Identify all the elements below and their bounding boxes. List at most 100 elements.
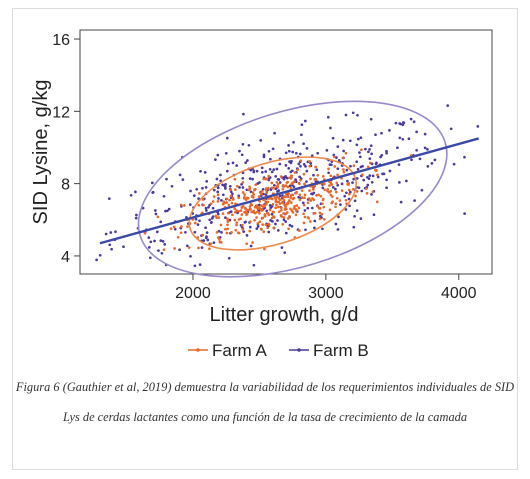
data-point-farm-a xyxy=(314,178,318,181)
data-point-farm-b xyxy=(162,194,166,198)
data-point-farm-b xyxy=(192,194,196,197)
data-point-farm-a xyxy=(209,242,213,246)
data-point-farm-a xyxy=(277,205,280,209)
data-point-farm-b xyxy=(426,148,429,151)
data-point-farm-b xyxy=(216,212,220,216)
data-point-farm-b xyxy=(153,209,157,212)
data-point-farm-a xyxy=(270,186,274,190)
data-point-farm-b xyxy=(301,201,305,205)
data-point-farm-a xyxy=(311,187,315,190)
data-point-farm-b xyxy=(228,184,232,188)
data-point-farm-a xyxy=(322,217,326,221)
data-point-farm-a xyxy=(233,188,237,191)
data-point-farm-a xyxy=(284,192,288,196)
data-point-farm-b xyxy=(205,180,209,183)
data-point-farm-b xyxy=(163,243,167,246)
data-point-farm-a xyxy=(208,247,211,251)
data-point-farm-b xyxy=(369,144,373,148)
data-point-farm-b xyxy=(369,117,373,121)
data-point-farm-b xyxy=(204,186,208,189)
data-point-farm-b xyxy=(370,180,374,184)
data-point-farm-a xyxy=(298,193,302,197)
data-point-farm-b xyxy=(316,151,320,155)
data-point-farm-b xyxy=(426,165,430,168)
data-point-farm-a xyxy=(245,242,249,246)
data-point-farm-a xyxy=(334,190,338,194)
data-point-farm-b xyxy=(269,157,272,161)
data-point-farm-b xyxy=(299,164,302,168)
data-point-farm-b xyxy=(398,181,401,184)
data-point-farm-b xyxy=(134,216,138,220)
data-point-farm-b xyxy=(356,137,360,141)
data-point-farm-a xyxy=(267,222,270,226)
data-point-farm-b xyxy=(345,191,348,195)
data-point-farm-b xyxy=(242,112,245,116)
data-point-farm-b xyxy=(107,197,111,200)
data-point-farm-b xyxy=(331,136,335,140)
data-point-farm-b xyxy=(272,183,276,187)
data-point-farm-a xyxy=(267,186,270,190)
data-point-farm-a xyxy=(274,200,278,203)
data-point-farm-a xyxy=(265,191,269,194)
data-point-farm-b xyxy=(433,158,437,162)
data-point-farm-b xyxy=(284,231,288,235)
x-tick-label: 3000 xyxy=(308,285,344,302)
data-point-farm-b xyxy=(311,192,314,196)
data-point-farm-b xyxy=(221,183,224,187)
data-point-farm-b xyxy=(405,179,408,183)
data-point-farm-a xyxy=(266,226,270,230)
ellipse-farm-a xyxy=(188,156,357,251)
data-point-farm-a xyxy=(233,177,237,181)
data-point-farm-a xyxy=(292,207,296,210)
data-point-farm-a xyxy=(241,191,245,194)
data-point-farm-a xyxy=(279,175,283,178)
data-point-farm-b xyxy=(372,213,376,217)
data-point-farm-a xyxy=(234,228,238,232)
data-point-farm-a xyxy=(302,221,306,225)
data-point-farm-b xyxy=(240,183,243,186)
data-point-farm-b xyxy=(189,189,192,193)
data-point-farm-b xyxy=(154,212,158,216)
legend-marker xyxy=(297,348,301,352)
data-point-farm-b xyxy=(282,218,286,222)
data-point-farm-a xyxy=(364,187,368,191)
data-point-farm-b xyxy=(374,162,378,166)
data-point-farm-b xyxy=(194,217,198,221)
data-point-farm-b xyxy=(380,153,384,157)
data-point-farm-b xyxy=(268,167,272,171)
data-point-farm-b xyxy=(212,188,216,192)
data-point-farm-a xyxy=(334,202,338,206)
data-point-farm-a xyxy=(276,182,280,186)
data-point-farm-a xyxy=(197,246,200,250)
data-point-farm-b xyxy=(347,197,351,201)
data-point-farm-a xyxy=(317,193,320,197)
data-point-farm-a xyxy=(264,187,268,190)
data-point-farm-a xyxy=(327,167,330,171)
data-point-farm-a xyxy=(347,183,350,186)
data-point-farm-b xyxy=(267,230,271,234)
data-point-farm-b xyxy=(98,253,102,257)
data-point-farm-b xyxy=(374,133,377,137)
data-point-farm-a xyxy=(280,201,284,204)
data-point-farm-b xyxy=(368,174,372,177)
data-point-farm-a xyxy=(287,200,290,204)
data-point-farm-a xyxy=(264,202,268,206)
data-point-farm-a xyxy=(293,171,297,174)
data-point-farm-b xyxy=(278,181,282,184)
data-point-farm-a xyxy=(229,194,233,198)
data-point-farm-b xyxy=(394,121,398,125)
data-point-farm-a xyxy=(294,213,298,217)
data-point-farm-b xyxy=(278,162,282,166)
data-point-farm-a xyxy=(270,181,274,185)
data-point-farm-b xyxy=(351,111,355,115)
data-point-farm-b xyxy=(195,187,199,191)
y-axis-label: SID Lysine, g/kg xyxy=(30,80,52,225)
data-point-farm-b xyxy=(264,193,268,196)
data-point-farm-b xyxy=(385,149,388,153)
data-point-farm-a xyxy=(275,180,279,184)
data-point-farm-a xyxy=(340,189,344,192)
data-point-farm-a xyxy=(368,161,372,165)
data-point-farm-a xyxy=(313,211,317,215)
data-point-farm-b xyxy=(262,153,266,157)
data-point-farm-b xyxy=(352,177,356,181)
